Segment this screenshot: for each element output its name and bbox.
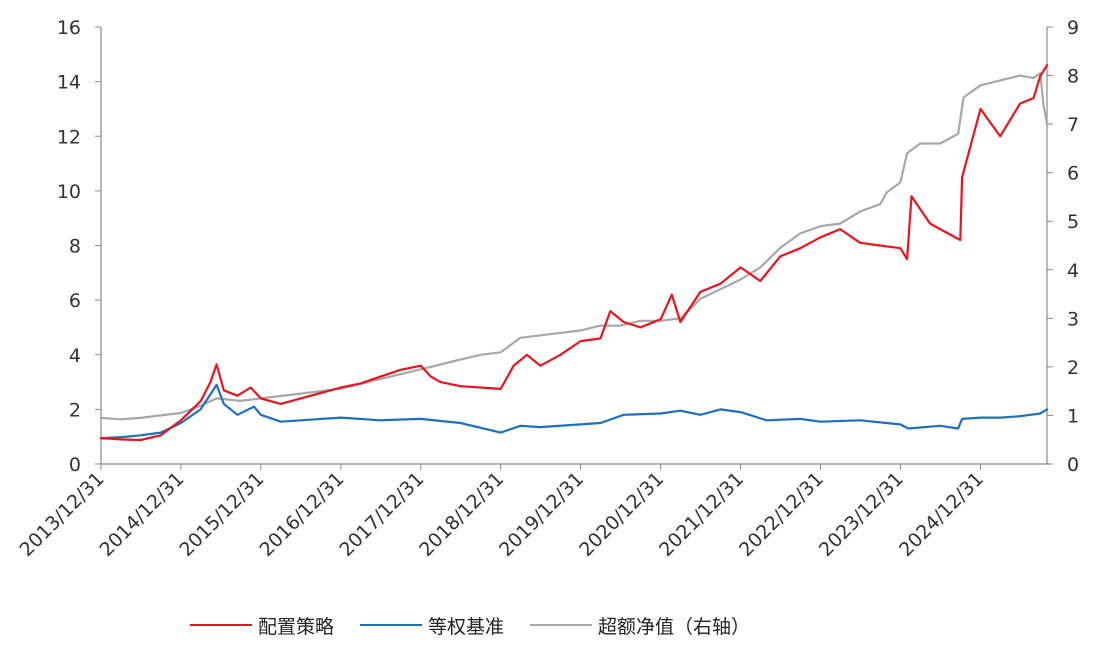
chart-series xyxy=(99,64,1049,442)
y-right-tick-label: 2 xyxy=(1067,357,1079,379)
y-right-tick-label: 3 xyxy=(1067,308,1079,330)
y-left-tick-label: 2 xyxy=(69,399,81,421)
x-tick-label: 2015/12/31 xyxy=(175,468,268,561)
chart-legend: 配置策略 等权基准 超额净值（右轴） xyxy=(190,610,776,640)
legend-item-benchmark: 等权基准 xyxy=(360,612,504,639)
y-right-tick-label: 9 xyxy=(1067,17,1079,39)
y-left-tick-label: 10 xyxy=(57,181,81,203)
x-tick-label: 2018/12/31 xyxy=(415,468,508,561)
x-tick-label: 2022/12/31 xyxy=(735,468,828,561)
x-tick-label: 2016/12/31 xyxy=(255,468,348,561)
series-line-strategy xyxy=(99,64,1049,442)
y-left-tick-label: 0 xyxy=(69,454,81,476)
legend-swatch-strategy xyxy=(190,624,252,626)
y-right-tick-label: 0 xyxy=(1067,454,1079,476)
y-right-tick-label: 8 xyxy=(1067,66,1079,88)
y-right-tick-label: 1 xyxy=(1067,405,1079,427)
y-right-tick-label: 4 xyxy=(1067,260,1079,282)
legend-swatch-excess xyxy=(530,624,593,626)
legend-item-excess: 超额净值（右轴） xyxy=(530,612,750,639)
x-tick-label: 2020/12/31 xyxy=(575,468,668,561)
chart-axes: 024681012141601234567892013/12/312014/12… xyxy=(16,17,1080,561)
legend-item-strategy: 配置策略 xyxy=(190,612,334,639)
x-tick-label: 2014/12/31 xyxy=(95,468,188,561)
y-left-tick-label: 8 xyxy=(69,236,81,258)
x-tick-label: 2017/12/31 xyxy=(335,468,428,561)
x-tick-label: 2019/12/31 xyxy=(495,468,588,561)
legend-label-strategy: 配置策略 xyxy=(258,615,335,638)
y-left-tick-label: 4 xyxy=(69,345,81,367)
y-right-tick-label: 7 xyxy=(1067,114,1079,136)
y-left-tick-label: 16 xyxy=(57,17,81,39)
x-tick-label: 2021/12/31 xyxy=(655,468,748,561)
legend-label-benchmark: 等权基准 xyxy=(428,615,505,638)
y-left-tick-label: 12 xyxy=(57,126,81,148)
legend-swatch-benchmark xyxy=(360,624,423,626)
x-tick-label: 2013/12/31 xyxy=(16,468,109,561)
x-tick-label: 2024/12/31 xyxy=(895,468,988,561)
y-left-tick-label: 14 xyxy=(57,72,81,94)
y-left-tick-label: 6 xyxy=(69,290,81,312)
legend-label-excess: 超额净值（右轴） xyxy=(598,615,751,638)
series-line-benchmark xyxy=(99,383,1049,440)
series-line-excess xyxy=(99,71,1049,421)
y-right-tick-label: 5 xyxy=(1067,211,1079,233)
y-right-tick-label: 6 xyxy=(1067,163,1079,185)
x-tick-label: 2023/12/31 xyxy=(815,468,908,561)
